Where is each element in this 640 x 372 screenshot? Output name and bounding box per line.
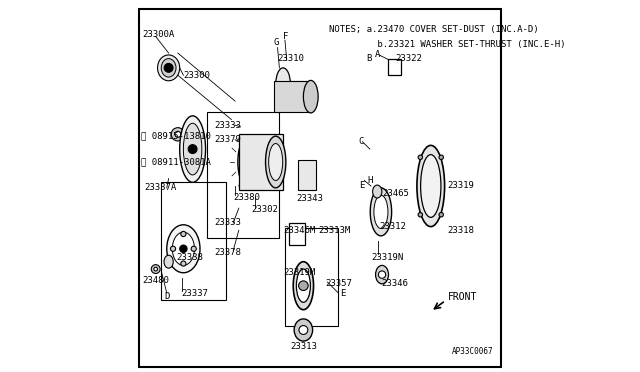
Ellipse shape (296, 269, 310, 302)
Ellipse shape (293, 262, 314, 310)
Ellipse shape (266, 136, 286, 188)
Text: NOTES; a.23470 COVER SET-DUST (INC.A-D): NOTES; a.23470 COVER SET-DUST (INC.A-D) (329, 25, 539, 34)
Text: AP33C0067: AP33C0067 (452, 347, 493, 356)
Ellipse shape (161, 59, 176, 77)
Text: ⓦ 08915-13810: ⓦ 08915-13810 (141, 132, 211, 141)
Circle shape (418, 212, 422, 217)
Text: 23379: 23379 (215, 135, 242, 144)
Text: 23338: 23338 (176, 253, 203, 263)
Ellipse shape (374, 195, 388, 228)
Text: F: F (283, 32, 289, 41)
Text: 23357: 23357 (326, 279, 353, 288)
Text: ⓝ 08911-3081A: ⓝ 08911-3081A (141, 157, 211, 167)
Text: 23302: 23302 (252, 205, 278, 215)
Circle shape (170, 246, 175, 251)
Ellipse shape (294, 319, 312, 341)
Ellipse shape (372, 185, 382, 198)
Text: E: E (359, 182, 364, 190)
Circle shape (439, 212, 444, 217)
Circle shape (154, 267, 157, 271)
Circle shape (151, 264, 160, 273)
Circle shape (418, 155, 422, 160)
Circle shape (299, 326, 308, 334)
Text: 23313M: 23313M (318, 226, 351, 235)
Text: 23337: 23337 (182, 289, 209, 298)
Text: 23300A: 23300A (143, 30, 175, 39)
Ellipse shape (417, 145, 445, 227)
Ellipse shape (167, 225, 200, 273)
Bar (207, 112, 280, 238)
Circle shape (172, 128, 184, 141)
Bar (161, 182, 226, 301)
Bar (274, 81, 311, 112)
Circle shape (378, 271, 386, 278)
Text: 23380: 23380 (233, 193, 260, 202)
Ellipse shape (184, 123, 202, 175)
Ellipse shape (303, 80, 318, 113)
Ellipse shape (238, 136, 258, 188)
Text: A: A (374, 51, 380, 60)
Ellipse shape (241, 144, 255, 180)
Circle shape (191, 246, 196, 251)
Text: 23480: 23480 (143, 276, 170, 285)
Text: 23319: 23319 (447, 182, 474, 190)
Text: G: G (274, 38, 279, 46)
Text: B: B (366, 54, 372, 63)
Text: 23337A: 23337A (145, 183, 177, 192)
Text: 23346M: 23346M (283, 226, 316, 235)
Text: b.23321 WASHER SET-THRUST (INC.E-H): b.23321 WASHER SET-THRUST (INC.E-H) (329, 40, 566, 49)
Circle shape (181, 231, 186, 237)
Circle shape (175, 131, 181, 137)
Bar (285, 228, 339, 326)
Text: 23313: 23313 (290, 342, 317, 351)
Text: 23310: 23310 (278, 54, 305, 63)
Text: 23318: 23318 (447, 226, 474, 235)
Text: E: E (340, 289, 346, 298)
Ellipse shape (269, 144, 283, 180)
Circle shape (299, 281, 308, 291)
Text: 23319M: 23319M (283, 268, 316, 277)
Text: 23312: 23312 (379, 222, 406, 231)
Circle shape (164, 63, 173, 72)
Text: 23333: 23333 (215, 218, 242, 227)
Text: 23343: 23343 (296, 195, 323, 203)
Text: 23378: 23378 (215, 248, 242, 257)
Text: 23322: 23322 (396, 54, 422, 63)
Text: C: C (359, 137, 364, 146)
Ellipse shape (180, 116, 205, 182)
Text: 23465: 23465 (383, 189, 410, 198)
Ellipse shape (172, 232, 195, 265)
Circle shape (180, 245, 187, 253)
Text: FRONT: FRONT (447, 292, 477, 302)
Bar (298, 160, 316, 190)
Ellipse shape (370, 188, 392, 236)
Text: H: H (367, 176, 372, 185)
Bar (239, 134, 283, 190)
Ellipse shape (420, 155, 441, 217)
Circle shape (439, 155, 444, 160)
Text: 23333: 23333 (215, 121, 242, 129)
Ellipse shape (276, 68, 291, 101)
Circle shape (188, 145, 197, 154)
Text: 23346: 23346 (381, 279, 408, 288)
Text: 23319N: 23319N (372, 253, 404, 263)
Bar (388, 59, 401, 75)
Text: D: D (164, 292, 170, 301)
Ellipse shape (157, 55, 180, 81)
Text: 23300: 23300 (184, 71, 211, 80)
Circle shape (181, 261, 186, 266)
Ellipse shape (376, 265, 388, 284)
Ellipse shape (164, 255, 173, 268)
Bar (289, 223, 305, 245)
